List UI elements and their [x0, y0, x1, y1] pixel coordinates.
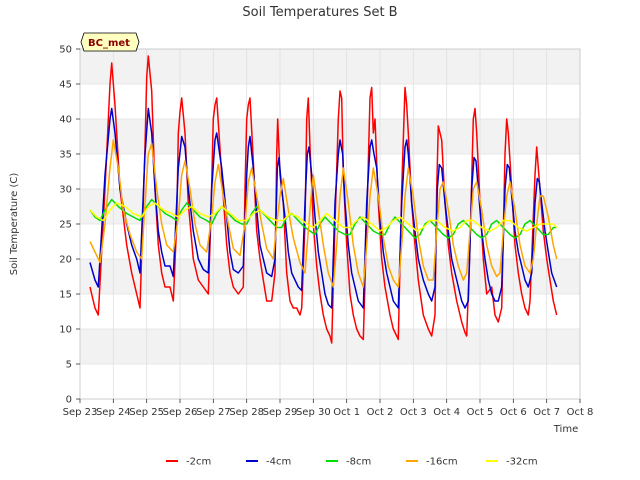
y-tick-label: 35	[59, 150, 72, 161]
legend-label: -4cm	[266, 457, 291, 468]
y-axis: 0 5 10 15 20 25 30 35 40 45 50	[59, 45, 80, 406]
series-line-neg16cm	[89, 139, 558, 288]
y-tick-label: 45	[59, 80, 72, 91]
series-line-neg4cm	[89, 107, 558, 309]
plot-band	[80, 154, 580, 189]
y-tick-label: 10	[59, 325, 72, 336]
x-tick-label: Sep 29	[263, 407, 298, 418]
legend-label: -32cm	[506, 457, 538, 468]
site-label: BC_met	[88, 38, 130, 49]
plot-background	[80, 49, 580, 399]
series-lines	[89, 55, 558, 344]
x-tick-label: Sep 27	[196, 407, 231, 418]
x-tick-label: Sep 30	[296, 407, 331, 418]
x-axis-label: Time	[553, 424, 578, 435]
y-tick-label: 5	[66, 360, 72, 371]
y-tick-label: 20	[59, 255, 72, 266]
x-tick-label: Sep 23	[63, 407, 98, 418]
x-tick-label: Oct 7	[533, 407, 560, 418]
y-tick-label: 40	[59, 115, 72, 126]
x-tick-label: Oct 8	[567, 407, 594, 418]
x-tick-label: Sep 25	[129, 407, 164, 418]
x-tick-label: Oct 6	[500, 407, 527, 418]
x-tick-label: Oct 1	[333, 407, 360, 418]
plot-band	[80, 294, 580, 329]
x-tick-label: Oct 5	[467, 407, 494, 418]
series-line-neg32cm	[89, 202, 558, 232]
chart-title: Soil Temperatures Set B	[242, 5, 397, 20]
x-tick-label: Oct 3	[400, 407, 427, 418]
plot-band	[80, 49, 580, 84]
y-tick-label: 30	[59, 185, 72, 196]
x-tick-label: Sep 28	[229, 407, 264, 418]
x-tick-label: Oct 2	[367, 407, 394, 418]
y-tick-label: 0	[66, 395, 72, 406]
y-axis-label: Soil Temperature (C)	[9, 173, 20, 276]
x-tick-label: Sep 24	[96, 407, 131, 418]
site-label-box: BC_met	[80, 32, 140, 52]
plot-band	[80, 84, 580, 119]
y-tick-label: 15	[59, 290, 72, 301]
legend: -2cm -4cm -8cm -16cm -32cm	[166, 457, 538, 468]
x-tick-label: Sep 26	[163, 407, 198, 418]
y-tick-label: 50	[59, 45, 72, 56]
plot-band	[80, 189, 580, 224]
plot-band	[80, 119, 580, 154]
y-tick-label: 25	[59, 220, 72, 231]
plot-band	[80, 364, 580, 399]
x-tick-label: Oct 4	[433, 407, 460, 418]
legend-label: -2cm	[186, 457, 211, 468]
series-line-neg8cm	[89, 198, 557, 239]
legend-label: -8cm	[346, 457, 371, 468]
legend-label: -16cm	[426, 457, 458, 468]
